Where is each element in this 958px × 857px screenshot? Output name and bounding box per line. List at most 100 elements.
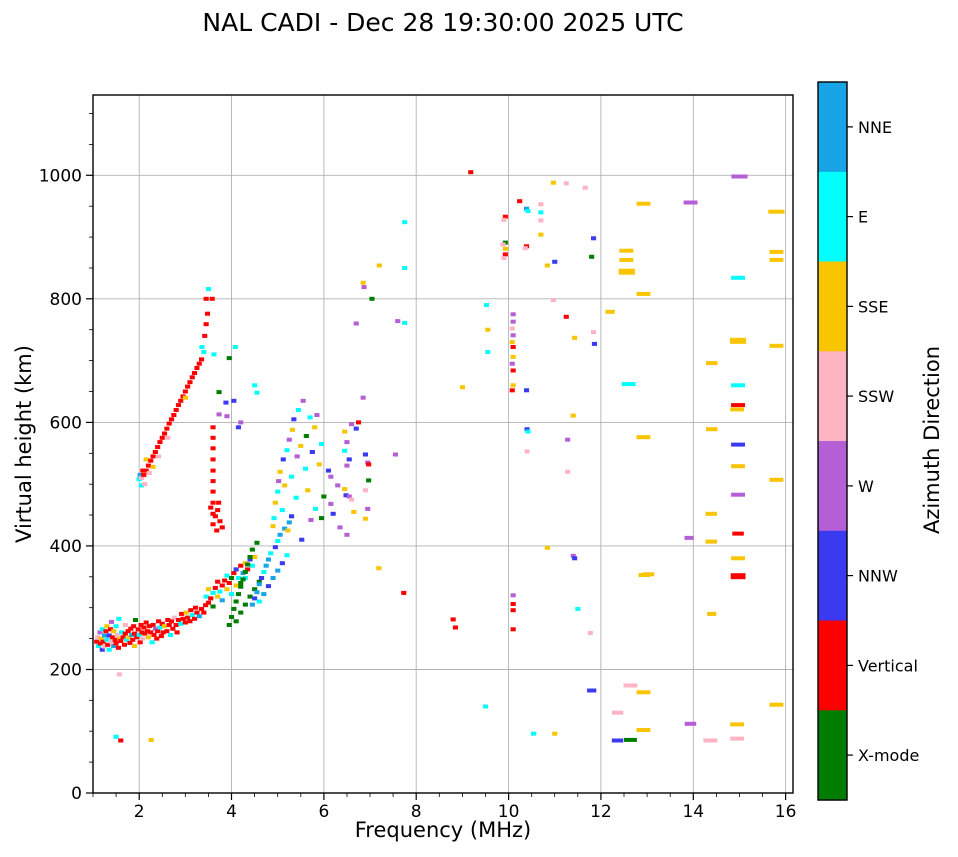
data-point — [618, 268, 635, 275]
data-point — [157, 440, 163, 445]
data-point — [587, 631, 593, 635]
data-point — [525, 429, 531, 434]
data-point — [219, 583, 225, 588]
data-point — [108, 627, 114, 632]
data-point — [104, 637, 110, 642]
data-point — [312, 425, 318, 430]
data-point — [210, 446, 216, 451]
data-point — [140, 468, 146, 473]
data-point — [235, 576, 241, 580]
tick-labels: 2 4 6 8 10 12 14 16 0 200 400 600 800 1000 — [39, 166, 797, 822]
data-point — [193, 605, 199, 610]
data-point — [510, 627, 516, 632]
data-point — [252, 555, 258, 559]
data-point — [210, 457, 216, 462]
data-point — [706, 361, 718, 366]
data-point — [636, 201, 651, 206]
data-point — [277, 469, 283, 474]
data-point — [116, 672, 122, 677]
data-point — [242, 569, 248, 574]
data-point — [279, 508, 285, 513]
data-point — [282, 483, 288, 488]
data-point — [137, 472, 143, 477]
data-point — [150, 623, 156, 627]
data-point — [366, 462, 372, 467]
data-point — [731, 492, 745, 497]
data-point — [459, 385, 465, 390]
data-point — [703, 738, 718, 743]
data-point — [524, 427, 530, 432]
data-point — [684, 535, 694, 540]
data-point — [185, 615, 191, 620]
data-point — [731, 383, 745, 388]
data-point — [106, 647, 112, 652]
data-point — [369, 296, 375, 301]
data-point — [730, 337, 747, 344]
data-point — [171, 413, 177, 417]
data-point — [605, 309, 615, 314]
data-point — [280, 457, 286, 462]
data-point — [138, 623, 144, 627]
data-point — [238, 563, 244, 568]
data-point — [401, 590, 407, 595]
data-point — [224, 587, 230, 592]
data-point — [730, 573, 746, 580]
data-point — [289, 474, 295, 479]
data-point — [611, 710, 624, 715]
data-point — [342, 487, 348, 492]
data-point — [769, 249, 784, 254]
data-point — [362, 488, 368, 493]
data-point — [575, 606, 581, 611]
data-point — [180, 616, 186, 621]
data-point — [289, 514, 295, 519]
data-point — [210, 489, 216, 494]
data-point — [210, 425, 216, 430]
data-point — [293, 495, 299, 500]
data-point — [502, 252, 508, 257]
data-point — [316, 462, 322, 467]
data-point — [705, 511, 717, 516]
data-point — [102, 644, 108, 649]
data-point — [510, 593, 516, 598]
data-point — [321, 494, 327, 499]
data-point — [94, 639, 100, 644]
data-point — [275, 568, 281, 573]
data-point — [97, 641, 103, 646]
data-point — [235, 592, 241, 597]
colorbar: NNE E SSE SSW W NNW Vertical X-mode — [817, 81, 919, 801]
data-point — [141, 625, 147, 630]
data-point — [189, 375, 195, 380]
colorbar-segment — [818, 351, 847, 442]
data-point — [238, 581, 244, 585]
data-point — [362, 516, 368, 521]
data-point — [319, 442, 325, 446]
data-point — [270, 524, 276, 529]
data-point — [138, 476, 144, 480]
data-point — [99, 627, 105, 632]
data-point — [286, 520, 292, 525]
data-point — [144, 629, 150, 634]
data-point — [517, 199, 523, 204]
data-point — [224, 573, 230, 578]
colorbar-category-label: W — [858, 477, 874, 496]
data-point — [113, 624, 119, 629]
data-point — [105, 642, 111, 647]
x-tick-label: 12 — [590, 802, 612, 822]
data-point — [392, 452, 398, 457]
data-point — [132, 631, 138, 636]
data-point — [525, 209, 531, 214]
data-point — [589, 254, 595, 259]
data-point — [113, 641, 119, 646]
data-point — [201, 610, 207, 615]
data-point — [148, 630, 154, 635]
data-point — [314, 413, 320, 417]
data-point — [343, 493, 349, 498]
data-point — [151, 632, 157, 637]
data-point — [356, 420, 362, 425]
data-point — [150, 464, 156, 469]
data-point — [636, 435, 651, 440]
data-point — [118, 639, 124, 643]
data-point — [328, 474, 334, 479]
data-point — [231, 606, 237, 611]
data-point — [126, 635, 132, 640]
